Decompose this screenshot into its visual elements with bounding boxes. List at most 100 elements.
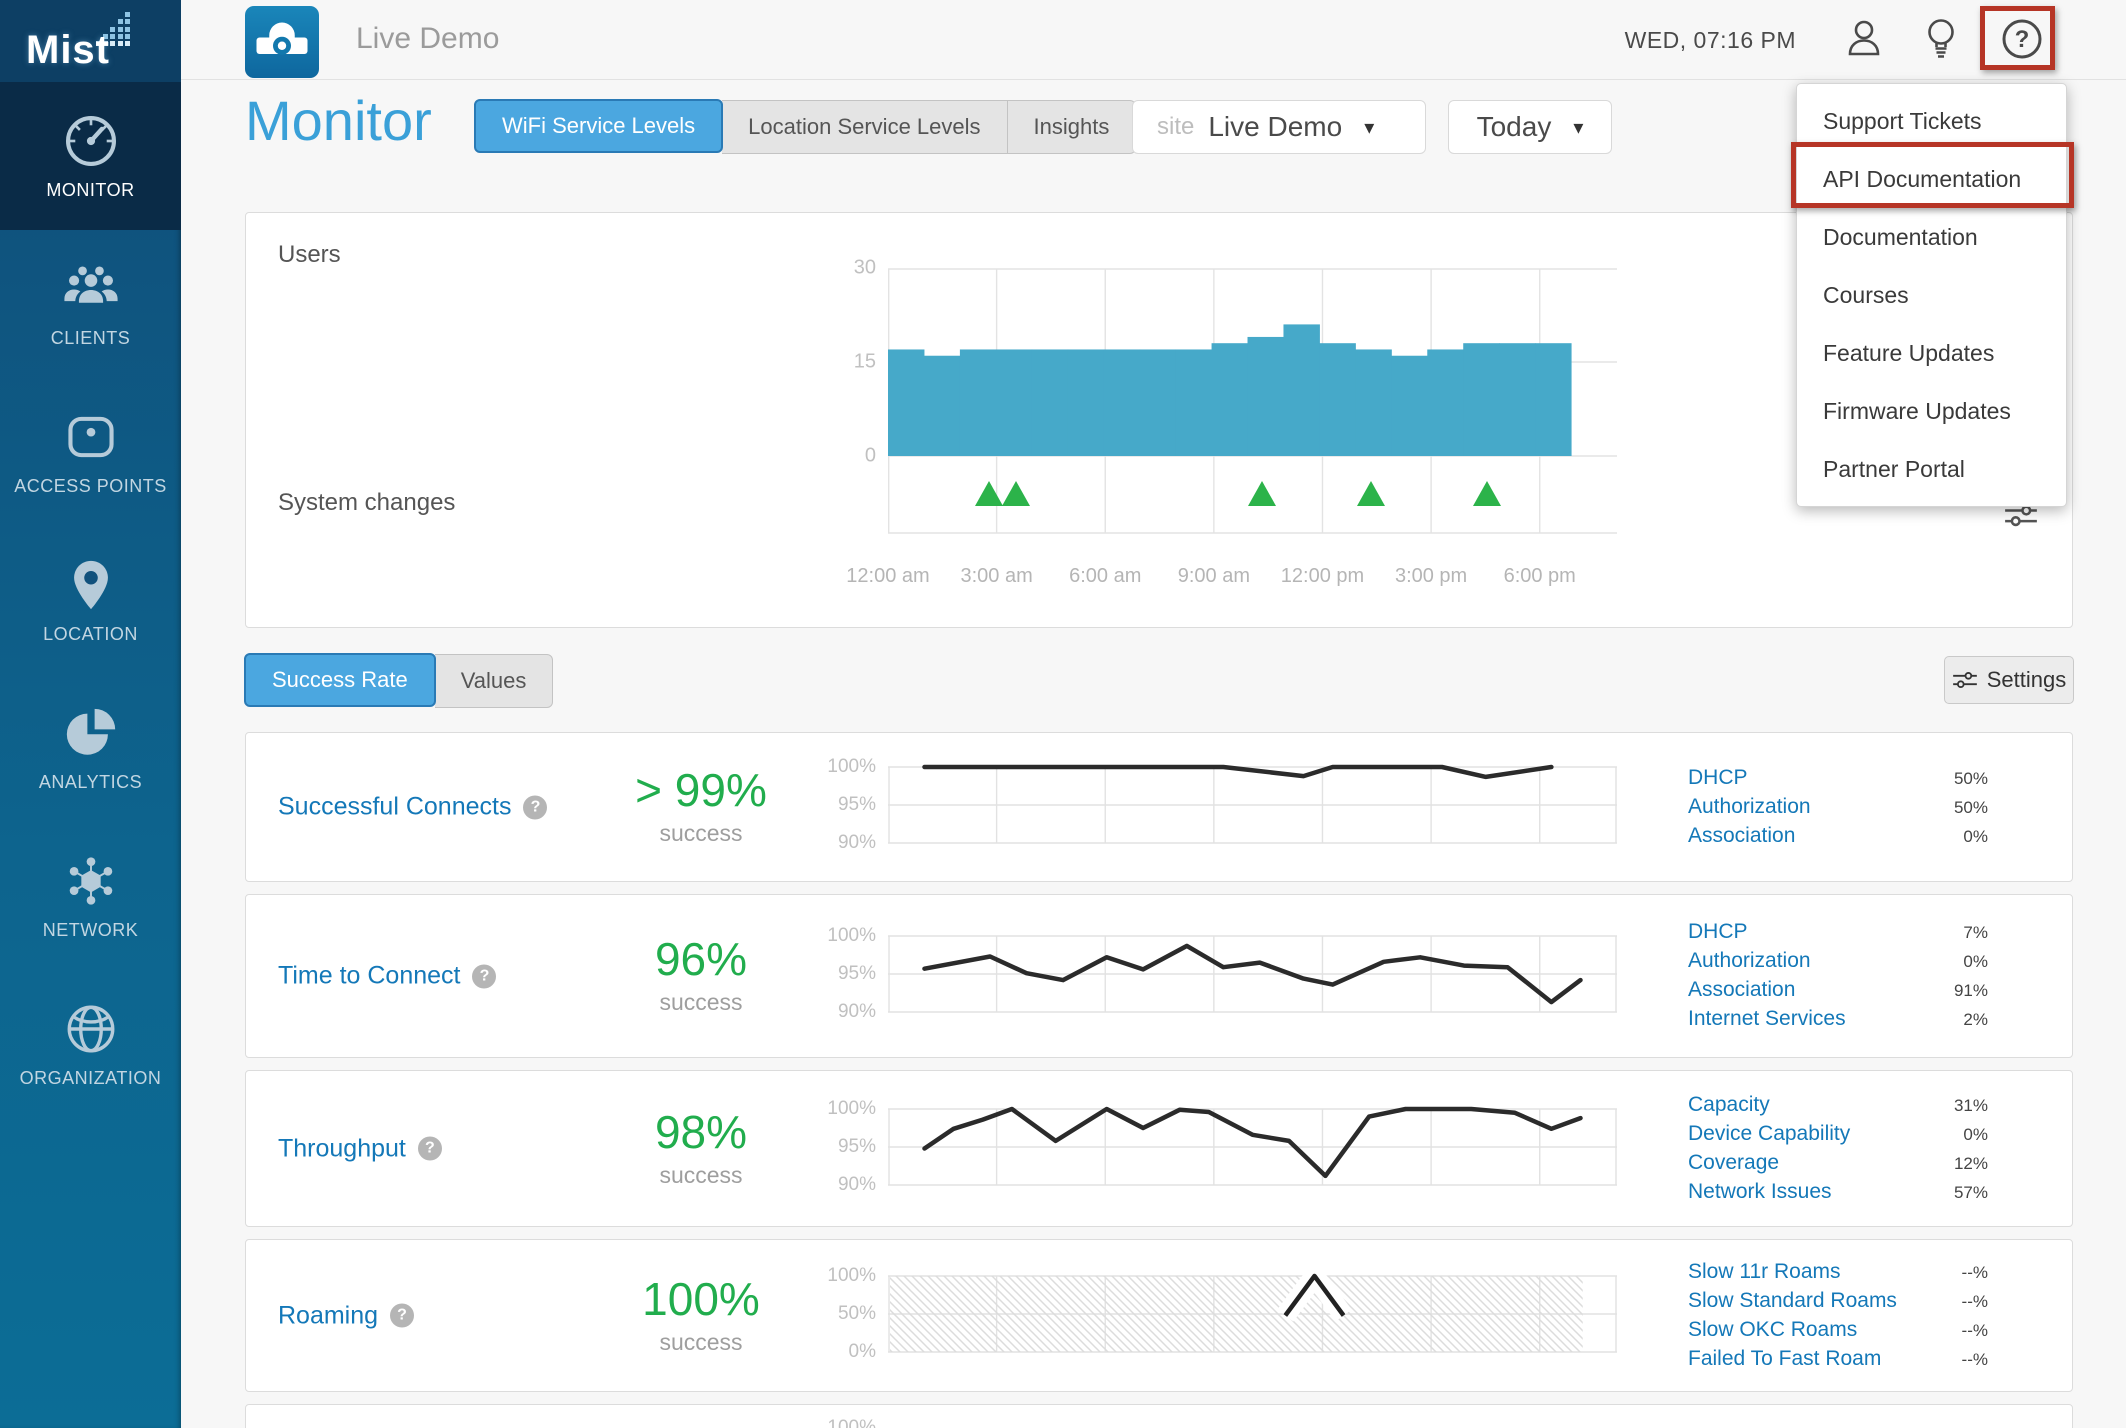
sidebar-item-label: ORGANIZATION — [19, 1067, 162, 1088]
menu-item-api-documentation[interactable]: API Documentation — [1823, 166, 2022, 192]
chevron-down-icon: ▾ — [1573, 116, 1584, 139]
system-change-marker — [975, 481, 1004, 506]
sidebar-item-label: MONITOR — [46, 179, 135, 200]
classifier-value: --% — [1961, 1349, 1988, 1369]
menu-item-support-tickets[interactable]: Support Tickets — [1823, 108, 1982, 134]
settings-button-label: Settings — [1986, 667, 2067, 692]
classifier-link-capacity[interactable]: Capacity — [1688, 1092, 1770, 1116]
x-axis-tick: 6:00 am — [1069, 565, 1142, 587]
toggle-success-rate[interactable]: Success Rate — [244, 653, 436, 707]
classifier-row: Network Issues 57% — [1688, 1178, 1988, 1207]
org-icon[interactable] — [245, 6, 319, 78]
metric-link-throughput[interactable]: Throughput — [278, 1134, 406, 1162]
menu-item-courses[interactable]: Courses — [1823, 282, 1909, 308]
system-change-marker — [1247, 481, 1276, 506]
view-toggle: Success Rate Values — [244, 653, 554, 708]
account-icon[interactable] — [1842, 16, 1886, 62]
classifier-value: 57% — [1953, 1182, 1988, 1202]
classifier-link-coverage[interactable]: Coverage — [1688, 1150, 1780, 1174]
sparkline-y-tick: 100% — [827, 756, 876, 777]
tab-insights[interactable]: Insights — [1007, 100, 1137, 154]
sidebar-item-location[interactable]: LOCATION — [0, 526, 181, 674]
sparkline-y-tick: 95% — [837, 794, 876, 815]
classifier-row: Association 0% — [1688, 822, 1988, 851]
help-question-icon[interactable]: ? — [472, 964, 497, 988]
classifier-link-authorization[interactable]: Authorization — [1688, 794, 1811, 818]
classifier-link-authorization[interactable]: Authorization — [1688, 949, 1811, 972]
metric-value-number: 98% — [654, 1105, 748, 1158]
x-axis-tick: 6:00 pm — [1503, 565, 1576, 587]
help-question-icon[interactable]: ? — [523, 795, 548, 819]
clients-icon — [62, 260, 120, 318]
metric-link-time-to-connect[interactable]: Time to Connect — [278, 961, 461, 990]
x-axis-tick: 9:00 am — [1177, 565, 1250, 587]
whats-new-bulb-icon[interactable] — [1919, 16, 1963, 62]
sidebar-item-access-points[interactable]: ACCESS POINTS — [0, 378, 181, 526]
sparkline-y-tick: 95% — [837, 1135, 876, 1157]
mist-logo[interactable]: Mist — [0, 0, 181, 82]
metric-sparkline: 100% 95% 90% — [827, 920, 1617, 1032]
sidebar-item-clients[interactable]: CLIENTS — [0, 230, 181, 378]
sidebar-item-label: NETWORK — [42, 919, 139, 940]
classifier-link-internet-services[interactable]: Internet Services — [1688, 1007, 1846, 1030]
classifier-row: Internet Services 2% — [1688, 1005, 1988, 1034]
time-range-selector[interactable]: Today ▾ — [1448, 100, 1612, 154]
menu-item-firmware-updates[interactable]: Firmware Updates — [1823, 398, 2011, 424]
metric-value: 100% success — [536, 1276, 866, 1356]
sidebar-item-label: CLIENTS — [50, 327, 131, 348]
main-area: Live Demo WED, 07:16 PM ? — [181, 0, 2126, 1428]
y-axis-tick: 30 — [853, 256, 876, 279]
sparkline-y-tick: 90% — [837, 1173, 876, 1195]
classifier-link-network-issues[interactable]: Network Issues — [1688, 1179, 1832, 1203]
globe-icon — [62, 1000, 120, 1058]
classifier-row: Slow 11r Roams --% — [1688, 1258, 1988, 1287]
classifier-link-dhcp[interactable]: DHCP — [1688, 920, 1748, 943]
metric-value-number: 96% — [654, 933, 748, 985]
sidebar-item-organization[interactable]: ORGANIZATION — [0, 970, 181, 1118]
classifier-value: 31% — [1953, 1095, 1988, 1115]
site-selector[interactable]: site Live Demo ▾ — [1132, 100, 1426, 154]
help-icon[interactable]: ? — [2000, 16, 2044, 62]
page-title: Monitor — [245, 89, 432, 152]
site-selector-prefix: site — [1157, 113, 1195, 140]
classifier-link-dhcp[interactable]: DHCP — [1688, 765, 1748, 789]
menu-item-feature-updates[interactable]: Feature Updates — [1823, 340, 1995, 366]
metric-value-unit: success — [659, 989, 743, 1015]
sparkline-y-tick: 100% — [827, 925, 876, 946]
metric-value-unit: success — [659, 1328, 743, 1355]
classifier-link-association[interactable]: Association — [1688, 978, 1796, 1001]
sidebar-item-label: ANALYTICS — [38, 771, 143, 792]
classifier-link-failed-to-fast-roam[interactable]: Failed To Fast Roam — [1688, 1346, 1882, 1370]
metric-link-roaming[interactable]: Roaming — [278, 1301, 379, 1329]
site-selector-value: Live Demo — [1208, 111, 1343, 142]
classifier-row: Capacity 31% — [1688, 1091, 1988, 1120]
classifier-link-device-capability[interactable]: Device Capability — [1688, 1121, 1851, 1145]
menu-item-partner-portal[interactable]: Partner Portal — [1823, 456, 1965, 482]
menu-item-documentation[interactable]: Documentation — [1823, 224, 1978, 250]
sidebar-item-analytics[interactable]: ANALYTICS — [0, 674, 181, 822]
users-bar-chart — [888, 268, 1617, 534]
metric-sparkline: 100% 95% 90% — [827, 1093, 1617, 1205]
tab-wifi-service-levels[interactable]: WiFi Service Levels — [474, 99, 724, 153]
users-chart-label: Users — [278, 241, 341, 268]
chevron-down-icon: ▾ — [1364, 116, 1375, 139]
sparkline-y-tick: 95% — [837, 963, 876, 984]
help-question-icon[interactable]: ? — [390, 1303, 415, 1328]
metric-value-unit: success — [659, 820, 743, 846]
help-question-icon[interactable]: ? — [417, 1136, 442, 1161]
toggle-values[interactable]: Values — [434, 654, 554, 708]
classifier-link-association[interactable]: Association — [1688, 823, 1796, 847]
users-chart-card: Users System changes 30 15 0 12:00 am 3:00 a… — [245, 212, 2073, 628]
classifier-link-slow-11r-roams[interactable]: Slow 11r Roams — [1688, 1259, 1841, 1283]
classifier-link-slow-okc-roams[interactable]: Slow OKC Roams — [1688, 1317, 1858, 1341]
sidebar-item-network[interactable]: NETWORK — [0, 822, 181, 970]
sidebar-item-monitor[interactable]: MONITOR — [0, 82, 181, 230]
sparkline-y-tick: 100% — [827, 1264, 876, 1286]
classifier-link-slow-standard-roams[interactable]: Slow Standard Roams — [1688, 1288, 1897, 1312]
classifier-value: 0% — [1963, 1124, 1988, 1144]
tab-location-service-levels[interactable]: Location Service Levels — [722, 100, 1008, 154]
classifier-value: --% — [1961, 1291, 1988, 1311]
settings-button[interactable]: Settings — [1944, 656, 2074, 704]
metric-link-successful-connects[interactable]: Successful Connects — [278, 792, 512, 821]
speedometer-icon — [62, 112, 120, 170]
